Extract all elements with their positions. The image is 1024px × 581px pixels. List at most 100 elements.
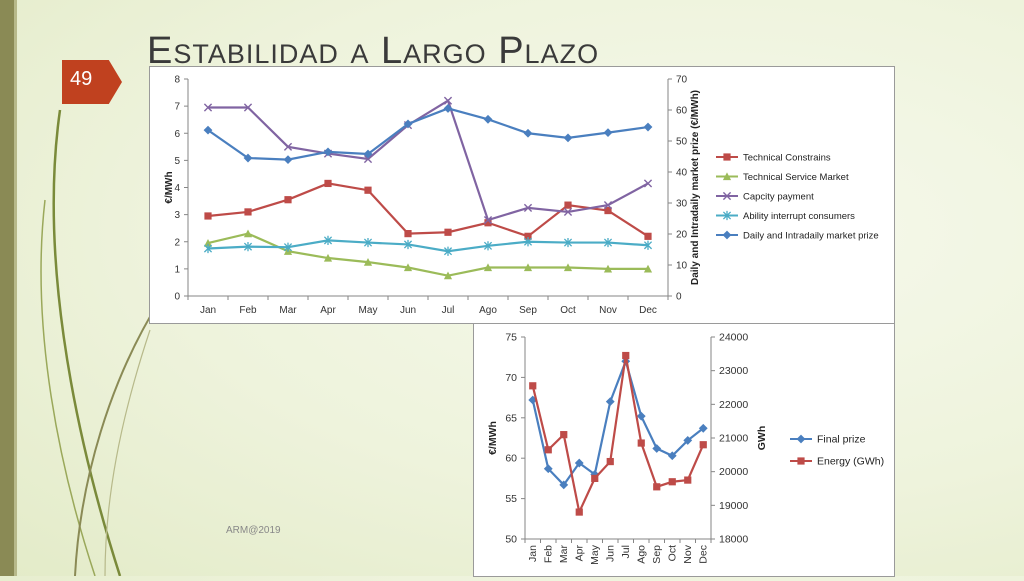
y-tick-label-right: 0 [676, 292, 682, 303]
data-point [403, 263, 413, 272]
data-point [484, 219, 492, 227]
data-point [204, 212, 212, 220]
data-point [563, 133, 573, 143]
x-tick-label: Jan [527, 545, 539, 562]
x-tick-label: Sep [651, 545, 663, 564]
data-point [244, 208, 252, 216]
data-point [203, 125, 213, 135]
slide-title: Estabilidad a Largo Plazo [147, 30, 600, 72]
y-tick-label-left: 75 [505, 332, 517, 344]
data-point [243, 229, 253, 238]
data-point [323, 235, 333, 245]
data-point [643, 264, 653, 273]
data-point [563, 237, 573, 248]
x-tick-label: Ago [635, 545, 647, 564]
y-tick-label-left: 1 [174, 264, 180, 275]
data-point [563, 207, 573, 217]
page-number: 49 [70, 68, 93, 90]
data-point [203, 103, 213, 112]
data-point [636, 411, 646, 421]
data-point [483, 241, 493, 251]
x-tick-label: Dec [639, 305, 657, 316]
y-tick-label-left: 60 [505, 453, 517, 465]
data-point [483, 263, 493, 272]
y-tick-label-right: 30 [676, 199, 688, 210]
x-tick-label: Jan [200, 305, 216, 316]
data-point [243, 103, 253, 112]
data-point [523, 237, 533, 247]
data-point [443, 96, 453, 105]
data-point [564, 201, 572, 209]
y-tick-label-right: 21000 [719, 433, 748, 445]
y-tick-label-left: 65 [505, 412, 517, 424]
chart-final-prize-container: 50 55 60 65 70 75 18000 19000 20000 21000 22000 230… [473, 323, 895, 577]
data-point [404, 230, 412, 238]
y-tick-label-left: 4 [174, 183, 180, 194]
legend-label: Technical Constrains [743, 153, 831, 164]
y-tick-label-left: 5 [174, 156, 180, 167]
x-tick-label: Feb [239, 305, 257, 316]
legend-swatch-marker [722, 230, 732, 240]
data-point [523, 203, 533, 212]
series-line [207, 107, 649, 161]
y-tick-label-right: 70 [676, 75, 688, 86]
data-point [443, 271, 453, 280]
data-point [699, 441, 707, 449]
data-point [203, 243, 213, 254]
x-tick-label: Mar [279, 305, 297, 316]
y-tick-label-left: 55 [505, 493, 517, 505]
data-point [604, 206, 612, 215]
data-point [575, 508, 583, 516]
data-point [603, 201, 613, 210]
x-tick-label: Apr [573, 545, 585, 562]
y-tick-label-left: 6 [174, 129, 180, 140]
data-point [444, 228, 452, 236]
data-point [591, 474, 599, 482]
y-tick-label-right: 20 [676, 230, 688, 241]
x-tick-label: Oct [666, 545, 678, 561]
data-point [483, 114, 493, 124]
data-point [243, 242, 253, 252]
legend-label: Ability interrupt consumers [743, 211, 855, 222]
legend-swatch-marker [722, 191, 732, 201]
x-tick-label: Jun [400, 305, 416, 316]
data-point [203, 239, 213, 247]
y-tick-label-left: 0 [174, 292, 180, 303]
x-tick-label: Jul [442, 305, 455, 316]
y-tick-label-left: 8 [174, 75, 180, 86]
page-number-tag [62, 60, 122, 104]
x-tick-label: May [589, 544, 601, 565]
data-point [605, 397, 615, 407]
data-point [544, 446, 552, 454]
data-point [243, 153, 253, 163]
data-point [284, 196, 292, 204]
legend-swatch-marker [797, 457, 805, 465]
data-point [523, 263, 533, 272]
legend-label: Energy (GWh) [817, 456, 884, 468]
data-point [644, 232, 652, 240]
x-tick-label: Apr [320, 305, 336, 316]
data-point [283, 242, 293, 252]
legend-swatch-marker [722, 172, 732, 181]
x-tick-label: Jun [604, 545, 616, 562]
footer-text: ARM@2019 [226, 525, 281, 536]
y-tick-label-left: 2 [174, 237, 180, 248]
chart-final-prize: 50 55 60 65 70 75 18000 19000 20000 21000 22000 230… [487, 332, 884, 565]
data-point [653, 483, 661, 491]
y-tick-label-right: 40 [676, 168, 688, 179]
left-accent-stripe [14, 0, 17, 576]
legend-label: Capcity payment [743, 192, 814, 203]
legend-swatch-marker [722, 210, 732, 221]
x-tick-label: Oct [560, 305, 576, 316]
y-axis-title-right: GWh [756, 426, 768, 451]
x-tick-label: Feb [542, 545, 554, 563]
data-point [323, 147, 333, 157]
x-tick-label: Sep [519, 305, 537, 316]
legend-label: Daily and Intradaily market prize [743, 231, 879, 242]
y-axis-title-left: €/MWh [164, 171, 175, 203]
series-line [531, 357, 704, 487]
data-point [652, 444, 662, 453]
data-point [559, 480, 569, 490]
x-tick-label: Ago [479, 305, 497, 316]
data-point [523, 128, 533, 138]
